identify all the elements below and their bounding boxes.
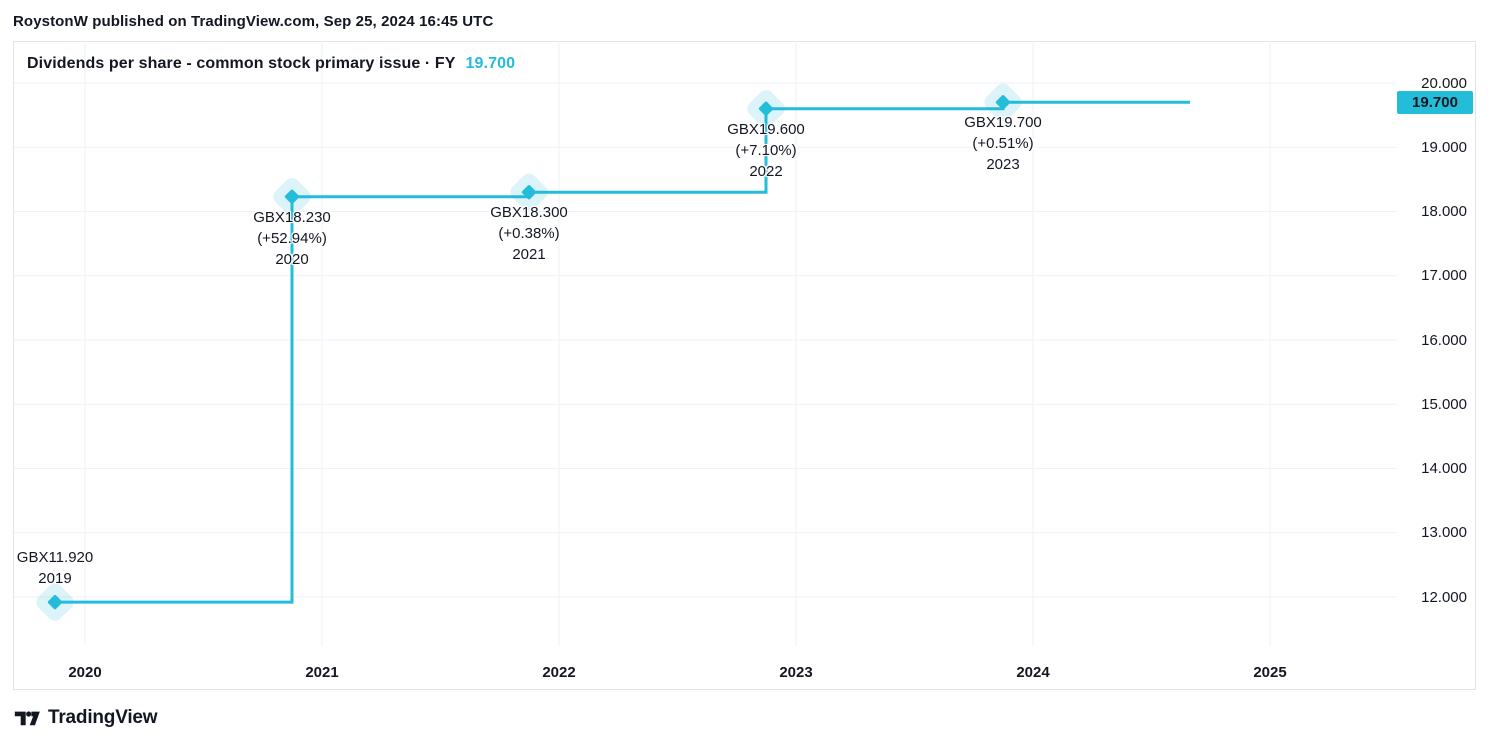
point-pct-change: (+52.94%)	[257, 229, 327, 247]
data-point-marker[interactable]	[995, 94, 1011, 110]
price-axis-label: 13.000	[1421, 524, 1467, 542]
point-pct-change: (+0.51%)	[972, 135, 1034, 153]
chart-legend: Dividends per share - common stock prima…	[27, 52, 515, 76]
data-point-marker[interactable]	[758, 101, 774, 117]
point-label-2022: GBX19.600 (+7.10%) 2022	[727, 119, 805, 182]
tradingview-logo-text: TradingView	[48, 707, 158, 728]
point-year: 2023	[986, 156, 1020, 174]
point-value: GBX18.230	[253, 208, 331, 226]
point-value: GBX18.300	[490, 204, 568, 222]
point-value: GBX19.700	[964, 114, 1042, 132]
series-title: Dividends per share - common stock prima…	[27, 55, 456, 72]
time-axis-label: 2021	[305, 664, 339, 681]
price-axis-label: 20.000	[1421, 74, 1467, 92]
time-axis-label: 2022	[542, 664, 576, 681]
point-value: GBX19.600	[727, 120, 805, 138]
point-year: 2022	[749, 162, 783, 180]
point-label-2023: GBX19.700 (+0.51%) 2023	[964, 112, 1042, 175]
point-label-2021: GBX18.300 (+0.38%) 2021	[490, 202, 568, 265]
time-axis-label: 2025	[1253, 664, 1287, 681]
data-point-marker[interactable]	[284, 189, 300, 205]
point-label-2020: GBX18.230 (+52.94%) 2020	[253, 207, 331, 270]
tradingview-logo-icon	[14, 711, 40, 726]
tradingview-attribution[interactable]: TradingView	[13, 707, 158, 729]
point-value: GBX11.920	[16, 549, 94, 567]
price-axis-label: 19.000	[1421, 138, 1467, 156]
point-pct-change: (+0.38%)	[498, 225, 560, 243]
point-year: 2019	[38, 570, 72, 588]
series-last-value: 19.700	[465, 55, 516, 72]
point-label-2019: GBX11.920 2019	[17, 547, 93, 589]
time-axis-label: 2023	[779, 664, 813, 681]
price-axis-label: 16.000	[1421, 331, 1467, 349]
data-point-marker[interactable]	[521, 184, 537, 200]
data-point-marker[interactable]	[47, 594, 63, 610]
point-year: 2021	[512, 246, 546, 264]
dividend-step-line	[55, 100, 1190, 604]
attribution-header: RoystonW published on TradingView.com, S…	[13, 13, 494, 30]
time-axis-label: 2024	[1016, 664, 1050, 681]
price-axis-label: 17.000	[1421, 267, 1467, 285]
point-pct-change: (+7.10%)	[735, 141, 797, 159]
chart-widget	[13, 41, 1476, 690]
price-axis-label: 12.000	[1421, 588, 1467, 606]
time-axis-label: 2020	[68, 664, 102, 681]
price-axis-label: 15.000	[1421, 395, 1467, 413]
price-axis-label: 18.000	[1421, 203, 1467, 220]
point-year: 2020	[275, 250, 309, 268]
price-axis-label: 14.000	[1421, 460, 1467, 477]
last-price-badge: 19.700	[1397, 90, 1473, 114]
